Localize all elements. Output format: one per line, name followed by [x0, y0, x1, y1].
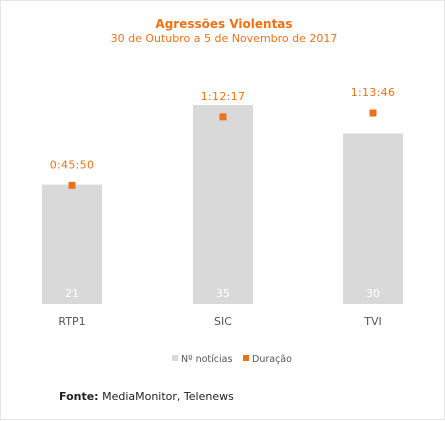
source-text: MediaMonitor, Telenews [102, 390, 234, 403]
legend-swatch-duration [243, 355, 249, 361]
source-label: Fonte: [59, 390, 99, 403]
legend-swatch-news [172, 355, 178, 361]
legend-label-news: Nº notícias [181, 354, 232, 365]
count-label-rtp1: 21 [65, 287, 79, 300]
count-label-tvi: 30 [366, 287, 380, 300]
bar-sic [193, 105, 253, 304]
legend: Nº notícias Duração [172, 354, 292, 365]
chart-subtitle: 30 de Outubro a 5 de Novembro de 2017 [111, 32, 338, 45]
plot-area: 21 0:45:50 RTP1 35 1:12:17 SIC 30 1:13:46 TVI [42, 86, 403, 328]
chart-title: Agressões Violentas [155, 17, 292, 31]
category-label-rtp1: RTP1 [58, 315, 85, 328]
duration-label-rtp1: 0:45:50 [50, 158, 95, 171]
bar-tvi [343, 133, 403, 304]
category-label-tvi: TVI [363, 315, 382, 328]
duration-label-sic: 1:12:17 [201, 90, 246, 103]
duration-point-rtp1 [68, 181, 76, 189]
source-note: Fonte: MediaMonitor, Telenews [59, 390, 234, 403]
count-label-sic: 35 [216, 287, 230, 300]
bar-rtp1 [42, 184, 102, 304]
duration-point-sic [219, 113, 227, 121]
duration-label-tvi: 1:13:46 [351, 86, 396, 99]
duration-point-tvi [369, 109, 377, 117]
legend-label-duration: Duração [252, 354, 292, 365]
category-label-sic: SIC [214, 315, 232, 328]
